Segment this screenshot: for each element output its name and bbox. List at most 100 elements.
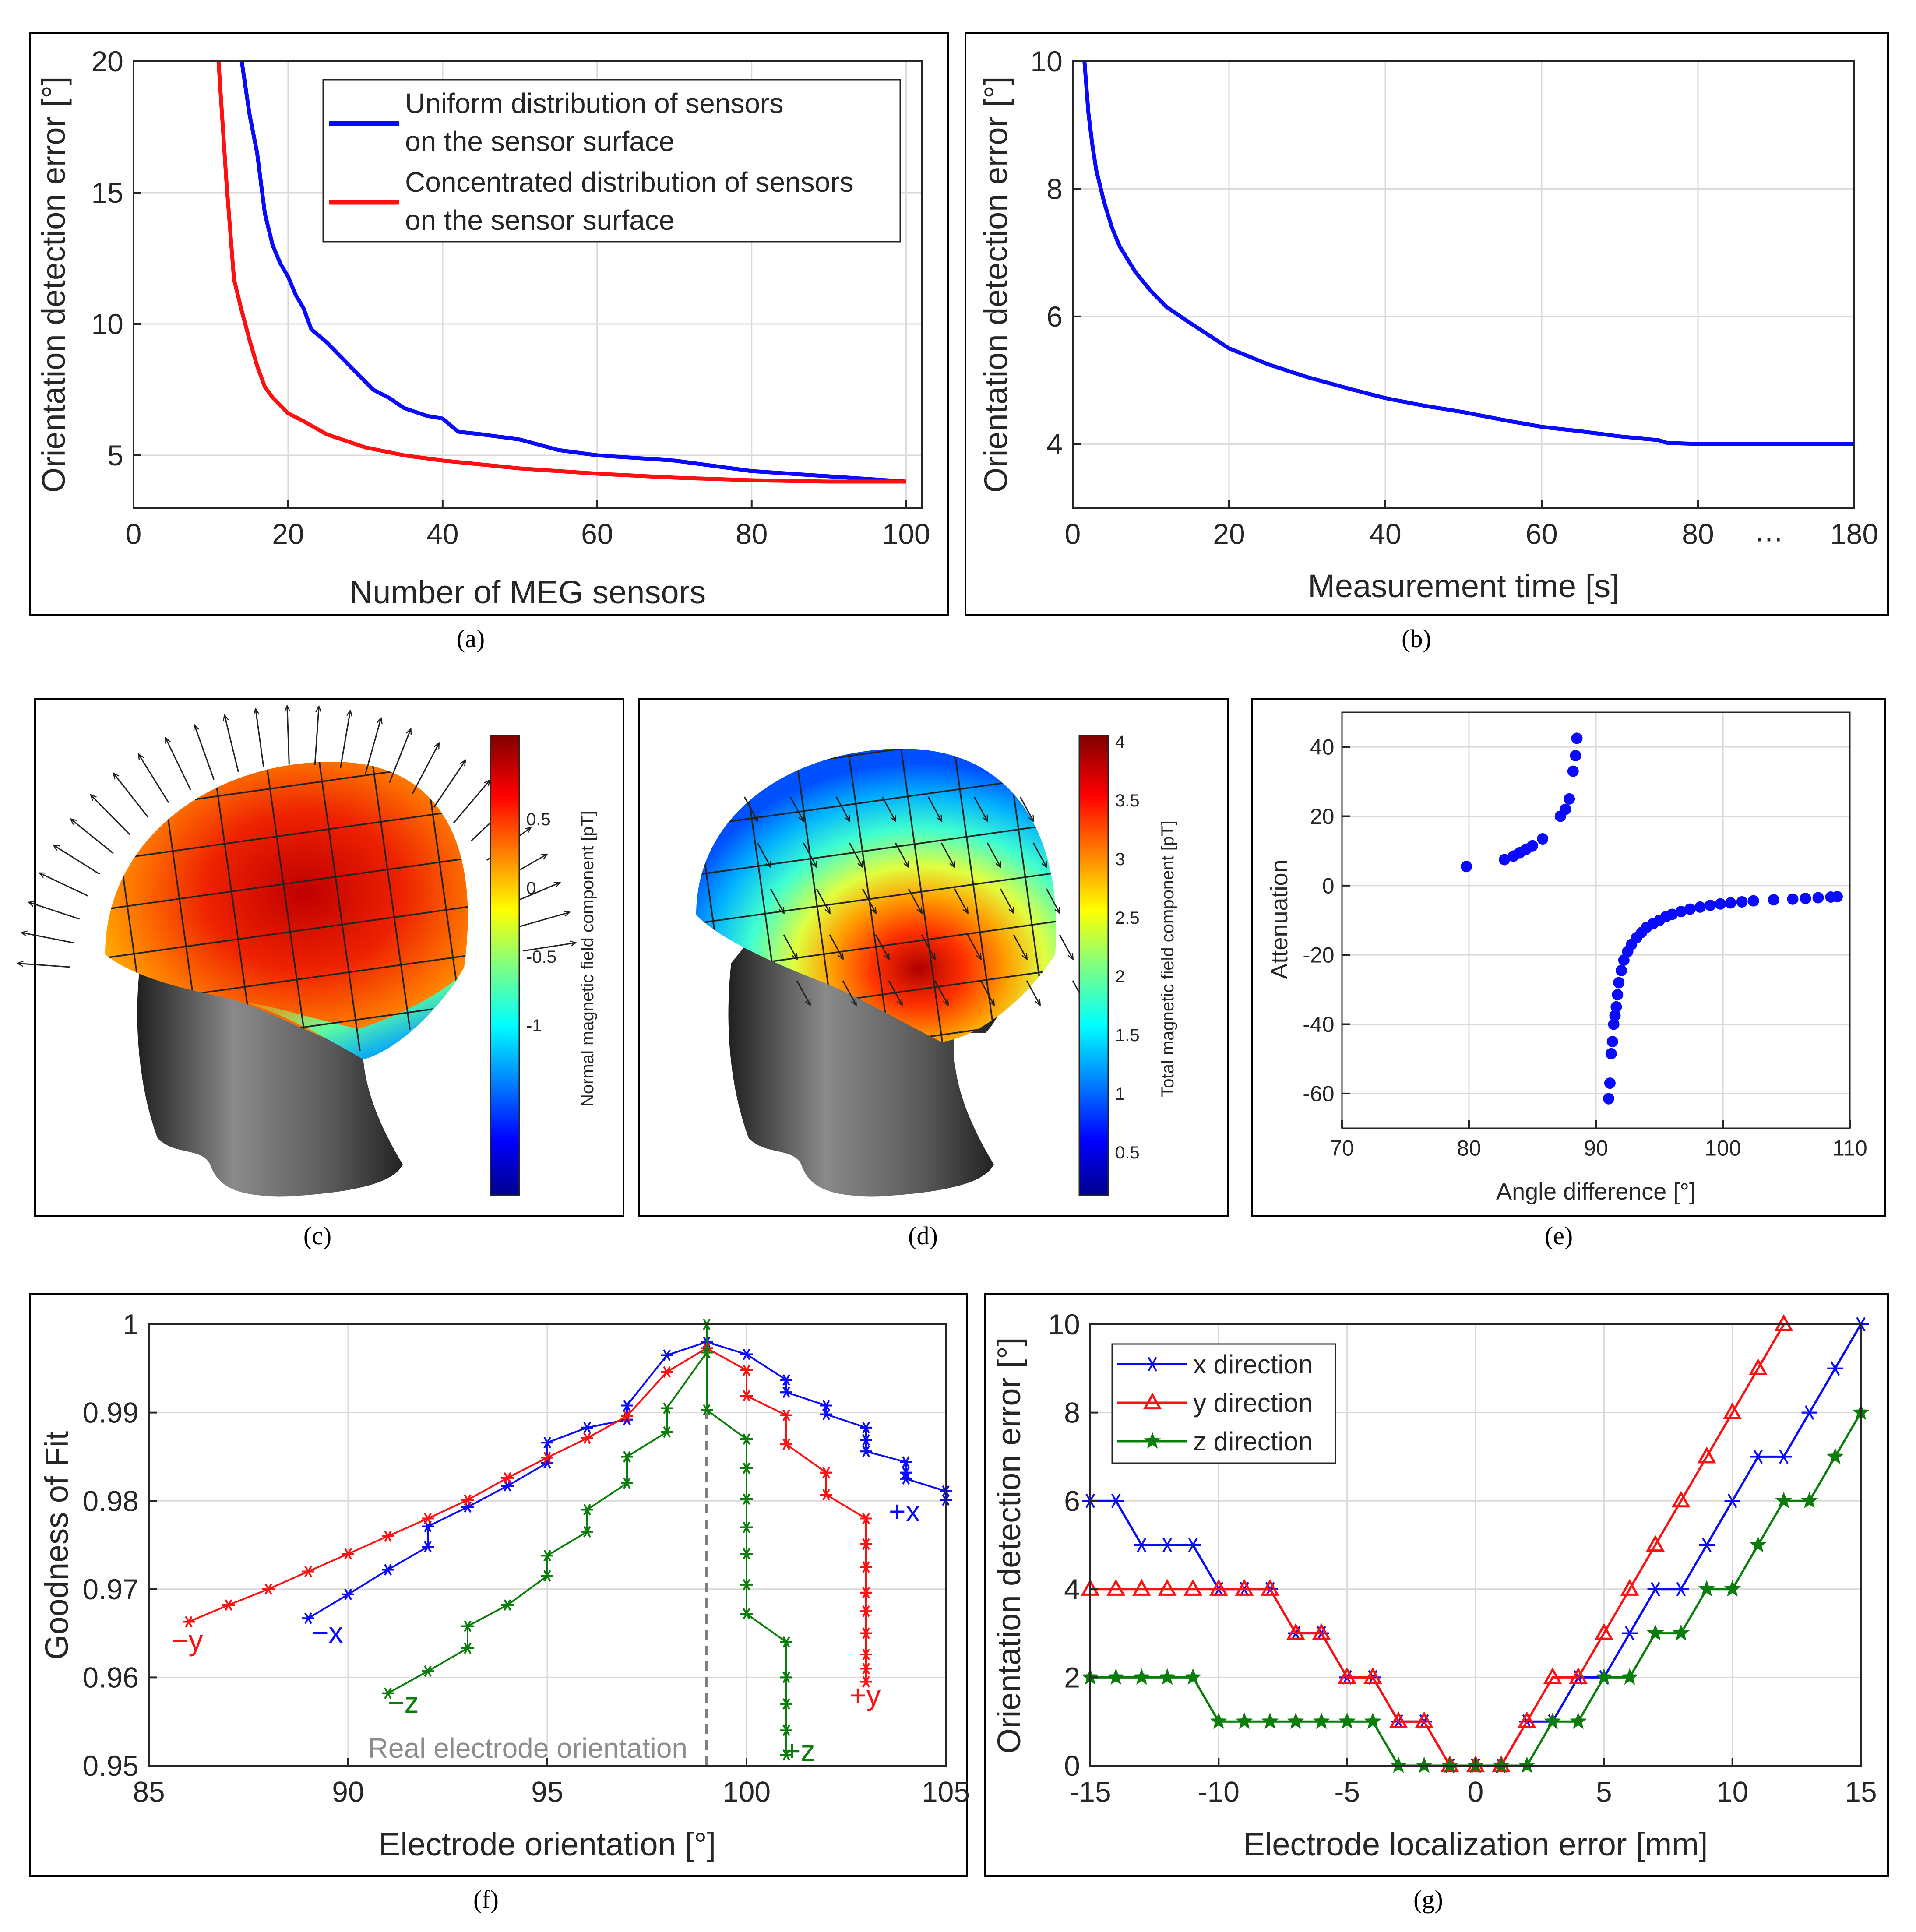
scatter-point bbox=[1705, 899, 1716, 911]
data-point-triangle bbox=[1569, 1667, 1588, 1684]
data-point-triangle bbox=[1517, 1711, 1536, 1728]
panel-e-points bbox=[1461, 732, 1843, 1105]
data-point-star bbox=[1723, 1580, 1741, 1597]
data-point-triangle bbox=[1143, 1392, 1162, 1410]
field-arrow bbox=[194, 725, 215, 780]
data-point-asterisk bbox=[1673, 1582, 1689, 1597]
caption-a: (a) bbox=[457, 624, 485, 653]
field-arrow bbox=[1019, 796, 1033, 821]
colorbar-d-ticks: 4 3.5 3 2.5 2 1.5 1 0.5 bbox=[1115, 732, 1140, 1162]
data-point-star bbox=[1826, 1447, 1844, 1464]
data-point-triangle bbox=[1132, 1579, 1151, 1596]
colorbar-c-label: Normal magnetic field component [pT] bbox=[578, 811, 597, 1107]
scatter-point bbox=[1499, 854, 1511, 866]
y-tick-label: 8 bbox=[1046, 173, 1063, 205]
data-point-asterisk bbox=[342, 1548, 354, 1560]
scatter-point bbox=[1613, 977, 1625, 989]
y-tick-label: 15 bbox=[91, 176, 123, 209]
data-point-asterisk bbox=[701, 1347, 713, 1358]
data-point-asterisk bbox=[422, 1513, 434, 1524]
x-tick-label: 10 bbox=[1716, 1776, 1748, 1808]
data-point-asterisk bbox=[422, 1541, 434, 1553]
field-arrow bbox=[412, 743, 439, 794]
data-point-asterisk bbox=[860, 1587, 872, 1598]
scatter-point bbox=[1684, 903, 1696, 915]
data-point-triangle bbox=[1646, 1534, 1665, 1552]
field-arrow bbox=[1013, 934, 1027, 959]
data-point-asterisk bbox=[740, 1348, 753, 1360]
data-point-triangle bbox=[1594, 1623, 1613, 1640]
field-arrow bbox=[980, 980, 994, 1005]
scatter-point bbox=[1605, 1048, 1617, 1059]
real-orientation-label: Real electrode orientation bbox=[368, 1732, 687, 1764]
data-point-asterisk bbox=[262, 1583, 275, 1595]
field-arrow bbox=[743, 796, 757, 821]
x-tick-label: 0 bbox=[126, 518, 142, 550]
data-point-asterisk bbox=[1699, 1538, 1715, 1552]
y-tick-label: 6 bbox=[1064, 1485, 1080, 1517]
panel-a-xlabel: Number of MEG sensors bbox=[349, 574, 706, 610]
data-point-asterisk bbox=[701, 1404, 713, 1416]
data-point-triangle bbox=[1415, 1711, 1434, 1728]
scatter-point bbox=[1787, 893, 1799, 905]
field-arrow bbox=[927, 796, 941, 821]
scatter-point bbox=[1567, 765, 1579, 777]
legend-concentrated-line2: on the sensor surface bbox=[405, 204, 674, 236]
colorbar-c-tick: 0 bbox=[526, 879, 536, 898]
data-point-asterisk bbox=[740, 1579, 753, 1591]
data-point-asterisk bbox=[860, 1538, 872, 1550]
panel-g: -15 -10 -5 0 5 10 15 0 2 4 6 8 10 x direction y dire… bbox=[984, 1293, 1889, 1914]
data-point-asterisk bbox=[541, 1452, 553, 1464]
scatter-point bbox=[1604, 1077, 1616, 1089]
field-arrow bbox=[757, 842, 771, 867]
panel-g-ticks: -15 -10 -5 0 5 10 15 0 2 4 6 8 10 bbox=[1048, 1308, 1877, 1808]
panel-f-ylabel: Goodness of Fit bbox=[39, 1431, 75, 1660]
data-point-asterisk bbox=[581, 1432, 593, 1444]
field-arrow bbox=[803, 842, 817, 867]
x-tick-label: 80 bbox=[736, 518, 768, 550]
field-arrow bbox=[256, 709, 264, 767]
y-tick-label: 10 bbox=[91, 308, 123, 340]
y-tick-label: 0 bbox=[1322, 873, 1335, 898]
y-tick-label: 0.97 bbox=[82, 1573, 138, 1605]
field-arrow bbox=[967, 934, 981, 959]
colorbar-c-tick: -1 bbox=[526, 1016, 542, 1035]
panel-c: 0.5 0 -0.5 -1 Normal magnetic field comp… bbox=[18, 698, 624, 1250]
colorbar-d-tick: 1 bbox=[1115, 1084, 1125, 1104]
label-neg-z: −z bbox=[387, 1686, 419, 1719]
data-point-asterisk bbox=[661, 1366, 673, 1378]
series-z-line bbox=[387, 1323, 787, 1755]
data-point-star bbox=[1236, 1712, 1253, 1729]
field-arrow bbox=[895, 842, 909, 867]
panel-a-lines bbox=[216, 61, 907, 484]
scatter-point bbox=[1527, 840, 1538, 852]
x-tick-label: 95 bbox=[531, 1776, 563, 1808]
panel-a-axes bbox=[133, 60, 923, 509]
panel-g-xlabel: Electrode localization error [mm] bbox=[1243, 1826, 1708, 1862]
field-arrow bbox=[1026, 980, 1040, 1005]
x-tick-label: -15 bbox=[1069, 1776, 1111, 1808]
cap-c-grid bbox=[105, 762, 468, 1051]
field-arrow bbox=[40, 873, 89, 897]
data-point-asterisk bbox=[581, 1504, 593, 1516]
scatter-point bbox=[1736, 896, 1748, 908]
data-point-asterisk bbox=[860, 1446, 872, 1457]
caption-g: (g) bbox=[1413, 1885, 1443, 1914]
panel-f-lines bbox=[183, 1318, 952, 1761]
data-point-asterisk bbox=[740, 1390, 753, 1402]
legend-uniform-line2: on the sensor surface bbox=[405, 126, 674, 157]
data-point-asterisk bbox=[621, 1410, 633, 1422]
x-tick-label: 40 bbox=[1369, 518, 1401, 550]
x-tick-label: 100 bbox=[1705, 1136, 1741, 1161]
data-point-triangle bbox=[1671, 1491, 1691, 1508]
y-tick-label: 0.98 bbox=[82, 1485, 138, 1517]
data-point-asterisk bbox=[541, 1550, 553, 1562]
cap-d-grid bbox=[696, 749, 1057, 1042]
panel-e-ylabel: Attenuation bbox=[1266, 859, 1293, 979]
scatter-point bbox=[1715, 898, 1726, 910]
data-point-triangle bbox=[1748, 1358, 1768, 1375]
data-point-asterisk bbox=[1159, 1538, 1175, 1552]
colorbar-d bbox=[1078, 735, 1109, 1196]
data-point-star bbox=[1595, 1668, 1613, 1685]
data-point-asterisk bbox=[501, 1599, 514, 1611]
